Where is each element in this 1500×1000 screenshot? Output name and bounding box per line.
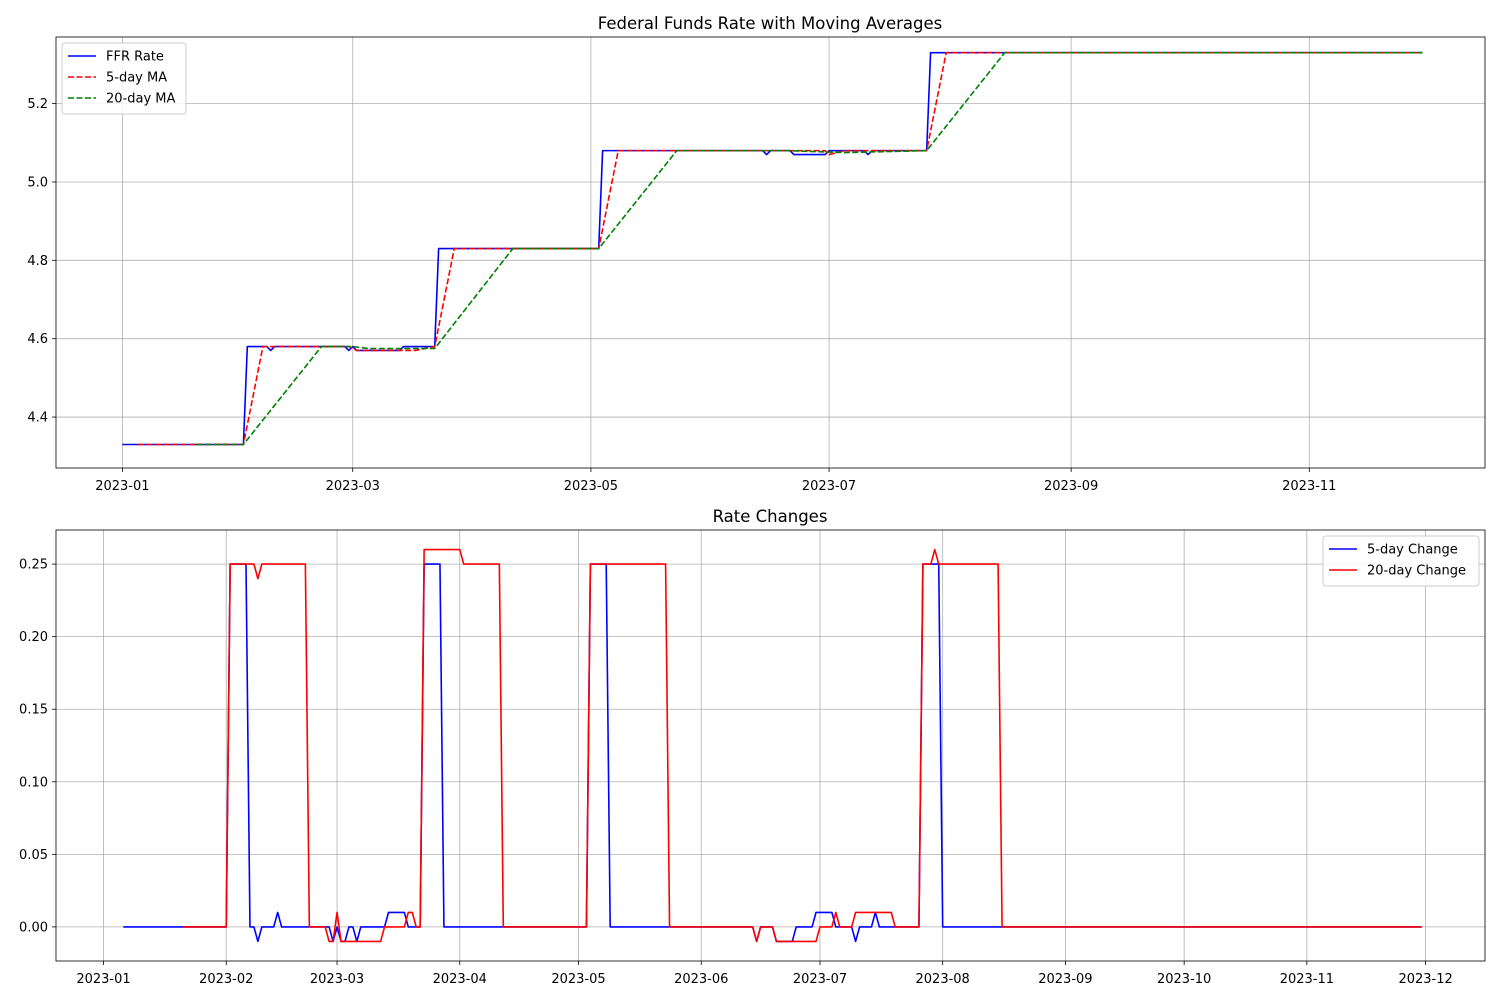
axes-frame	[55, 529, 1486, 962]
x-tick-label: 2023-05	[564, 479, 618, 494]
legend-box	[1322, 535, 1480, 587]
legend: 5-day Change 20-day Change	[1322, 535, 1480, 587]
chart-title: Rate Changes	[713, 507, 828, 526]
legend-label: 20-day Change	[1367, 564, 1466, 579]
x-tick-label: 2023-03	[326, 479, 380, 494]
x-tick-label: 2023-07	[802, 479, 856, 494]
legend-label: FFR Rate	[106, 50, 164, 65]
tick-group: 2023-01 2023-03 2023-05 2023-07 2023-09 2023-…	[27, 97, 1336, 494]
x-tick-label: 2023-11	[1282, 479, 1336, 494]
y-tick-label: 0.20	[19, 630, 48, 645]
x-tick-label: 2023-08	[916, 972, 970, 987]
y-tick-label: 0.15	[19, 703, 48, 718]
y-tick-label: 4.8	[27, 254, 48, 269]
legend-label: 5-day Change	[1367, 543, 1458, 558]
chart-rate-changes: Rate Changes 2023-01 2023-02 2023-03 2023-0…	[19, 507, 1486, 987]
x-tick-label: 2023-01	[95, 479, 149, 494]
x-tick-label: 2023-06	[674, 972, 728, 987]
series-line-5-day-change	[123, 563, 1422, 943]
chart-ffr-moving-averages: Federal Funds Rate with Moving Averages …	[27, 14, 1486, 494]
legend-label: 5-day MA	[106, 71, 167, 86]
x-tick-label: 2023-01	[76, 972, 130, 987]
x-tick-label: 2023-05	[551, 972, 605, 987]
legend: FFR Rate 5-day MA 20-day MA	[61, 42, 187, 115]
x-tick-label: 2023-09	[1038, 972, 1092, 987]
grid	[56, 37, 1485, 468]
y-tick-label: 0.10	[19, 775, 48, 790]
x-tick-label: 2023-09	[1044, 479, 1098, 494]
legend-box	[61, 42, 187, 115]
chart-title: Federal Funds Rate with Moving Averages	[598, 14, 942, 33]
x-tick-label: 2023-07	[793, 972, 847, 987]
legend-label: 20-day MA	[106, 92, 175, 107]
y-tick-label: 0.25	[19, 558, 48, 573]
x-tick-label: 2023-04	[433, 972, 487, 987]
series-line-20-day-change	[182, 548, 1422, 943]
series-line-5-day-ma	[137, 51, 1423, 446]
y-tick-label: 4.4	[27, 411, 48, 426]
x-tick-label: 2023-02	[199, 972, 253, 987]
tick-group: 2023-01 2023-02 2023-03 2023-04 2023-05 2023-…	[19, 558, 1453, 987]
x-tick-label: 2023-03	[310, 972, 364, 987]
series-group	[122, 51, 1423, 446]
series-group	[123, 548, 1422, 943]
y-tick-label: 5.0	[27, 175, 48, 190]
y-tick-label: 0.05	[19, 848, 48, 863]
y-tick-label: 0.00	[19, 920, 48, 935]
y-tick-label: 5.2	[27, 97, 48, 112]
series-line-20-day-ma	[196, 51, 1423, 446]
y-tick-label: 4.6	[27, 332, 48, 347]
x-tick-label: 2023-10	[1157, 972, 1211, 987]
axes-frame	[55, 36, 1486, 469]
x-tick-label: 2023-12	[1398, 972, 1452, 987]
x-tick-label: 2023-11	[1280, 972, 1334, 987]
